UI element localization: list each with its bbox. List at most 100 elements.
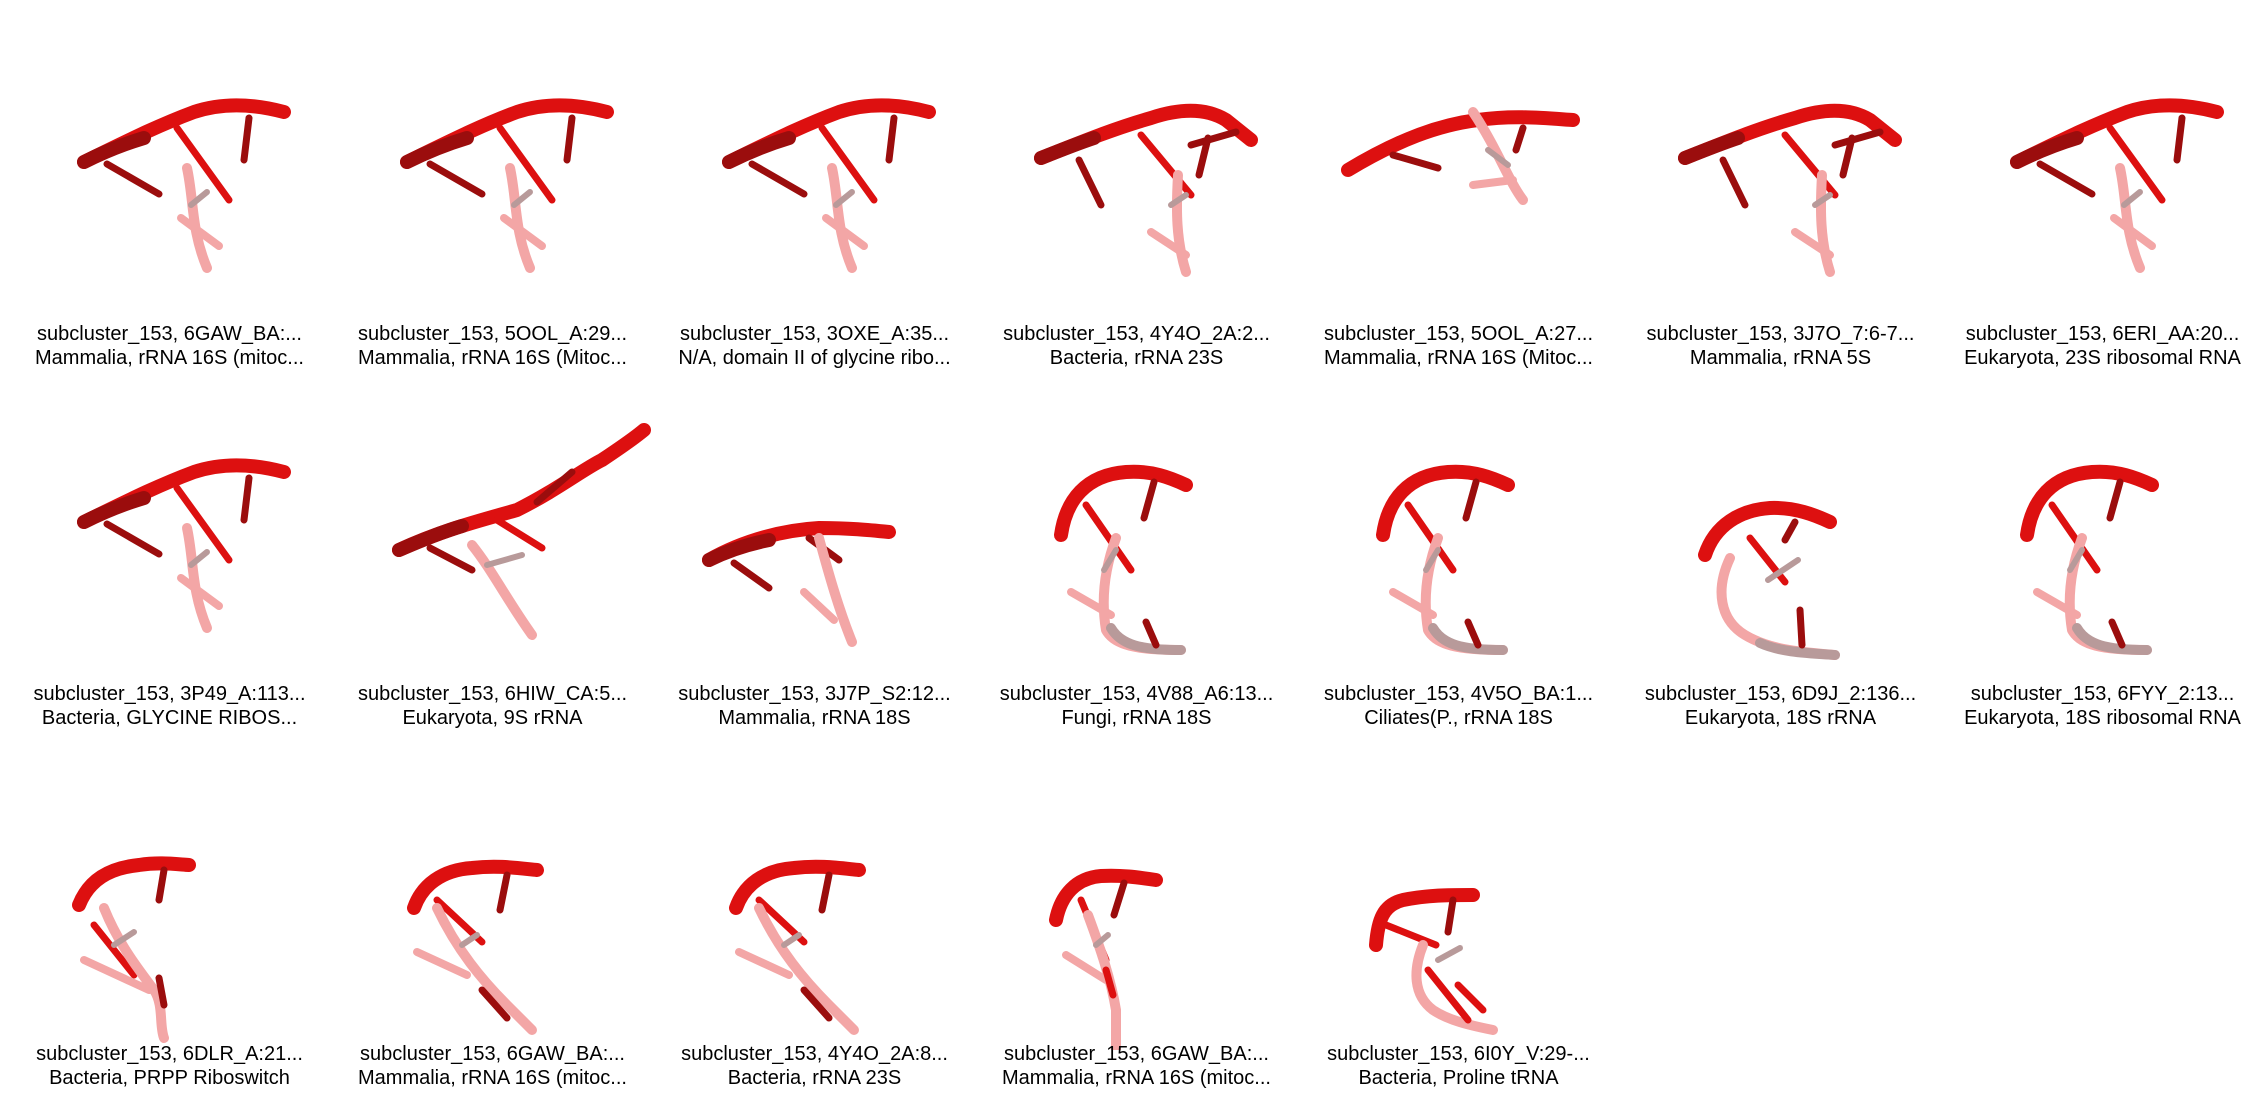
structure-card: subcluster_153, 6GAW_BA:... Mammalia, rRN… [976, 720, 1297, 1089]
structure-title: subcluster_153, 5OOL_A:27... [1323, 323, 1594, 345]
base-stick [111, 929, 137, 948]
backbone-tube [77, 131, 151, 169]
structure-subtitle: Bacteria, Proline tRNA [1358, 1067, 1559, 1089]
structure-title: subcluster_153, 4Y4O_2A:8... [681, 1043, 948, 1065]
structure-caption: subcluster_153, 6D9J_2:136... Eukaryota, … [1620, 682, 1941, 732]
base-stick [188, 189, 210, 208]
structure-subtitle: Mammalia, rRNA 16S (Mitoc... [358, 347, 627, 369]
backbone-tube [1369, 888, 1480, 952]
backbone-tube [182, 163, 212, 273]
structure-subtitle: Mammalia, rRNA 16S (mitoc... [1002, 1067, 1271, 1089]
base-stick [484, 552, 525, 568]
backbone-tube [1755, 638, 1840, 660]
base-stick [426, 544, 476, 574]
structure-card: subcluster_153, 4V88_A6:13... Fungi, rRNA… [976, 360, 1297, 729]
structure-caption: subcluster_153, 4Y4O_2A:2... Bacteria, rR… [976, 322, 1297, 372]
base-stick [1082, 501, 1135, 574]
backbone-tube [1034, 131, 1101, 165]
rna-structure-render [1678, 103, 1902, 277]
structure-card: subcluster_153, 6HIW_CA:5... Eukaryota, 9… [332, 360, 653, 729]
base-stick [781, 932, 802, 948]
structure-caption: subcluster_153, 6FYY_2:13... Eukaryota, 1… [1942, 682, 2260, 732]
structure-subtitle: Bacteria, rRNA 23S [727, 1067, 902, 1089]
structure-title: subcluster_153, 3J7P_S2:12... [678, 683, 951, 705]
base-stick [1469, 176, 1517, 189]
structure-card: subcluster_153, 4Y4O_2A:2... Bacteria, rR… [976, 0, 1297, 369]
base-stick [1812, 192, 1833, 208]
base-stick [1454, 981, 1487, 1014]
structure-subtitle: Eukaryota, 9S rRNA [402, 707, 583, 729]
base-stick [1062, 951, 1110, 984]
rna-structure-render [77, 458, 291, 633]
structure-title: subcluster_153, 6ERI_AA:20... [1965, 323, 2240, 345]
base-stick [1512, 124, 1527, 154]
backbone-tube [722, 131, 796, 169]
structure-title: subcluster_153, 5OOL_A:29... [357, 323, 628, 345]
base-stick [173, 124, 233, 204]
structure-subtitle: Bacteria, PRPP Riboswitch [49, 1067, 290, 1089]
backbone-tube [77, 491, 151, 529]
structure-card: subcluster_153, 6GAW_BA:... Mammalia, rRN… [9, 0, 330, 369]
base-stick [2121, 189, 2143, 208]
base-stick [2033, 588, 2081, 619]
rna-structure-render [392, 423, 651, 640]
base-stick [2106, 478, 2124, 522]
structure-title: subcluster_153, 4V88_A6:13... [999, 683, 1274, 705]
structure-title: subcluster_153, 6GAW_BA:... [1004, 1043, 1269, 1065]
backbone-tube [432, 903, 537, 1035]
structure-card: subcluster_153, 5OOL_A:29... Mammalia, rR… [332, 0, 653, 369]
structure-subtitle: Mammalia, rRNA 16S (Mitoc... [1324, 347, 1593, 369]
backbone-tube [407, 859, 544, 915]
backbone-tube [467, 540, 537, 640]
structure-subtitle: Eukaryota, 18S ribosomal RNA [1964, 707, 2241, 729]
structure-caption: subcluster_153, 4Y4O_2A:8... Bacteria, rR… [654, 1042, 975, 1092]
base-stick [1831, 128, 1884, 149]
structure-subtitle: Ciliates(P., rRNA 18S [1364, 707, 1553, 729]
base-stick [1791, 228, 1834, 259]
backbone-tube [505, 163, 535, 273]
backbone-tube [1678, 131, 1745, 165]
base-stick [478, 986, 511, 1022]
structure-subtitle: Mammalia, rRNA 5S [1689, 347, 1872, 369]
structure-caption: subcluster_153, 4V88_A6:13... Fungi, rRNA… [976, 682, 1297, 732]
structure-card: subcluster_153, 6I0Y_V:29-... Bacteria, P… [1298, 720, 1619, 1089]
structure-title: subcluster_153, 6D9J_2:136... [1644, 683, 1917, 705]
base-stick [496, 871, 511, 914]
base-stick [2106, 124, 2166, 204]
base-stick [1424, 966, 1472, 1024]
base-stick [80, 956, 153, 994]
base-stick [500, 214, 546, 250]
base-stick [822, 214, 868, 250]
structure-caption: subcluster_153, 6DLR_A:21... Bacteria, PR… [9, 1042, 330, 1092]
structure-caption: subcluster_153, 5OOL_A:29... Mammalia, rR… [332, 322, 653, 372]
structure-caption: subcluster_153, 6I0Y_V:29-... Bacteria, P… [1298, 1042, 1619, 1092]
base-stick [818, 124, 878, 204]
backbone-tube [1815, 170, 1835, 277]
base-stick [885, 114, 898, 164]
structure-title: subcluster_153, 6I0Y_V:29-... [1327, 1043, 1590, 1065]
base-stick [563, 114, 576, 164]
base-stick [2108, 618, 2126, 649]
base-stick [496, 124, 556, 204]
rna-structure-render [1698, 500, 1840, 660]
structure-card: subcluster_153, 4Y4O_2A:8... Bacteria, rR… [654, 720, 975, 1089]
structure-title: subcluster_153, 6HIW_CA:5... [357, 683, 627, 705]
base-stick [1462, 478, 1480, 522]
base-stick [1719, 156, 1749, 209]
backbone-tube [729, 859, 866, 915]
base-stick [818, 871, 833, 914]
backbone-tube [2115, 163, 2145, 273]
base-stick [748, 160, 808, 198]
backbone-tube [400, 131, 474, 169]
rna-structure-render [722, 98, 936, 273]
base-stick [426, 160, 486, 198]
structure-caption: subcluster_153, 6HIW_CA:5... Eukaryota, 9… [332, 682, 653, 732]
base-stick [1796, 606, 1806, 649]
base-stick [177, 214, 223, 250]
backbone-tube [754, 903, 859, 1035]
backbone-tube [1054, 464, 1193, 542]
structure-title: subcluster_153, 4V5O_BA:1... [1323, 683, 1594, 705]
structure-card: subcluster_153, 6ERI_AA:20... Eukaryota, … [1942, 0, 2260, 369]
base-stick [155, 866, 168, 904]
backbone-tube [2072, 623, 2152, 655]
